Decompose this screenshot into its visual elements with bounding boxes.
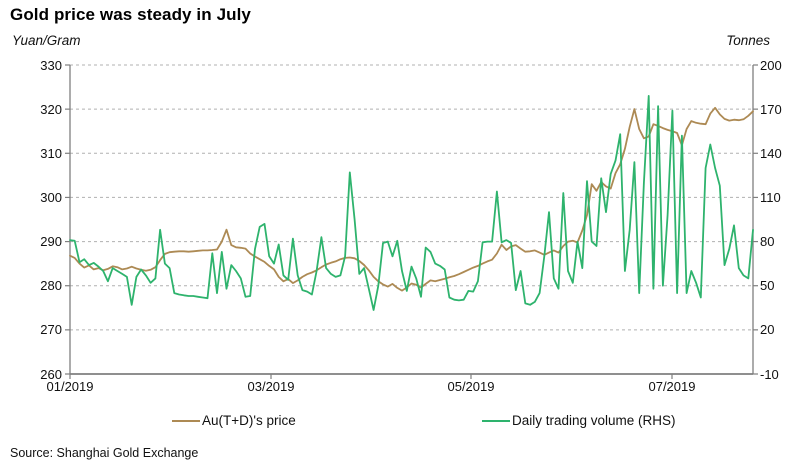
right-axis-tick-label: 200 bbox=[760, 57, 782, 73]
right-axis-tick-label: 110 bbox=[760, 189, 781, 205]
right-axis-unit-label: Tonnes bbox=[726, 33, 770, 48]
legend-label: Daily trading volume (RHS) bbox=[512, 413, 676, 428]
price-line-series bbox=[69, 106, 754, 292]
right-axis-tick-label: 20 bbox=[760, 322, 775, 338]
left-axis-unit-label: Yuan/Gram bbox=[12, 33, 81, 48]
right-axis-tick-label: 170 bbox=[760, 101, 782, 117]
legend-label: Au(T+D)'s price bbox=[202, 413, 296, 428]
legend-line-swatch bbox=[482, 419, 510, 422]
legend-line-swatch bbox=[172, 419, 200, 422]
source-note: Source: Shanghai Gold Exchange bbox=[10, 446, 199, 460]
volume-line-series bbox=[69, 95, 754, 311]
left-axis-tick-label: 260 bbox=[40, 366, 62, 382]
x-axis-tick-label: 01/2019 bbox=[46, 379, 94, 394]
legend-item: Daily trading volume (RHS) bbox=[482, 412, 676, 429]
x-axis-tick-label: 05/2019 bbox=[447, 379, 495, 394]
left-axis-tick-label: 280 bbox=[40, 278, 62, 294]
left-axis-tick-label: 290 bbox=[40, 234, 62, 250]
right-axis-tick-label: -10 bbox=[760, 366, 779, 382]
chart-title: Gold price was steady in July bbox=[10, 5, 251, 24]
left-axis-tick-label: 300 bbox=[40, 189, 62, 205]
left-axis-tick-label: 270 bbox=[40, 322, 62, 338]
legend-item: Au(T+D)'s price bbox=[172, 412, 296, 429]
left-axis-tick-label: 320 bbox=[40, 101, 62, 117]
right-axis-tick-label: 80 bbox=[760, 234, 775, 250]
left-axis-tick-label: 310 bbox=[40, 145, 62, 161]
left-axis-tick-label: 330 bbox=[40, 57, 62, 73]
right-axis-tick-label: 140 bbox=[760, 145, 782, 161]
right-axis-tick-label: 50 bbox=[760, 278, 775, 294]
x-axis-tick-label: 07/2019 bbox=[648, 379, 696, 394]
x-axis-tick-label: 03/2019 bbox=[247, 379, 295, 394]
